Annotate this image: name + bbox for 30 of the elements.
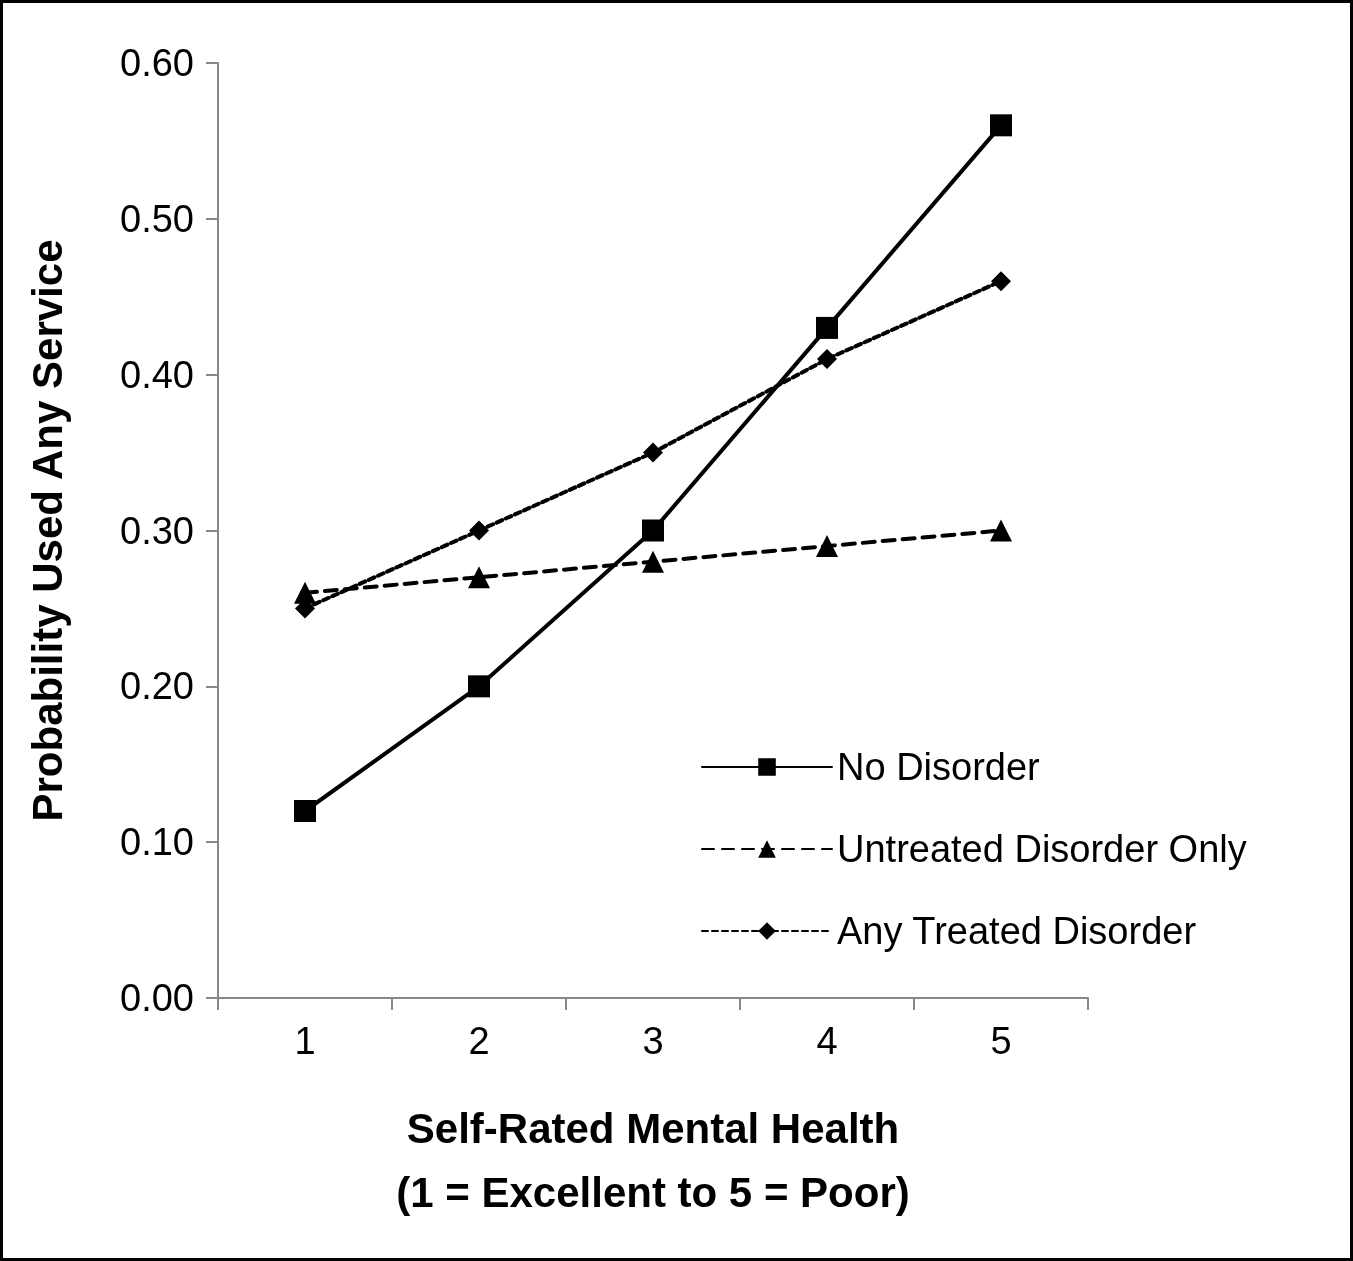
x-axis-title: Self-Rated Mental Health (1 = Excellent to 5 = Poor)	[396, 1104, 910, 1216]
point	[990, 114, 1012, 137]
point	[643, 442, 663, 463]
y-tick-label: 0.30	[120, 509, 194, 552]
y-tick-label: 0.20	[120, 665, 194, 708]
point	[642, 519, 664, 542]
point	[990, 519, 1012, 542]
y-tick-label: 0.00	[120, 977, 194, 1019]
point	[468, 675, 490, 698]
point	[468, 566, 490, 589]
point	[816, 535, 838, 558]
y-tick-label: 0.10	[120, 821, 194, 864]
point	[816, 316, 838, 339]
legend-label: Untreated Disorder Only	[837, 828, 1247, 870]
y-tick-label: 0.50	[120, 197, 194, 240]
x-tick-label: 5	[990, 1020, 1012, 1062]
point	[294, 800, 316, 822]
x-tick-label: 3	[642, 1020, 664, 1062]
point	[469, 520, 489, 541]
point	[991, 271, 1011, 292]
point	[817, 349, 837, 370]
x-tick-label: 2	[468, 1020, 490, 1062]
x-tick-label: 1	[294, 1020, 316, 1062]
point	[642, 550, 664, 573]
legend-label: Any Treated Disorder	[837, 910, 1197, 952]
y-axis-title: Probability Used Any Service	[23, 239, 71, 822]
x-tick-label: 4	[816, 1020, 838, 1062]
y-tick-label: 0.60	[120, 42, 194, 84]
legend-label: No Disorder	[837, 746, 1041, 788]
y-tick-label: 0.40	[120, 353, 194, 396]
